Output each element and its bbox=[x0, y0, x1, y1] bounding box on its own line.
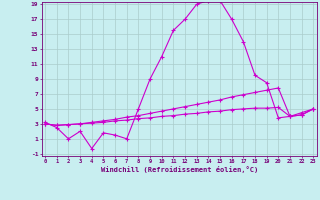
X-axis label: Windchill (Refroidissement éolien,°C): Windchill (Refroidissement éolien,°C) bbox=[100, 166, 258, 173]
